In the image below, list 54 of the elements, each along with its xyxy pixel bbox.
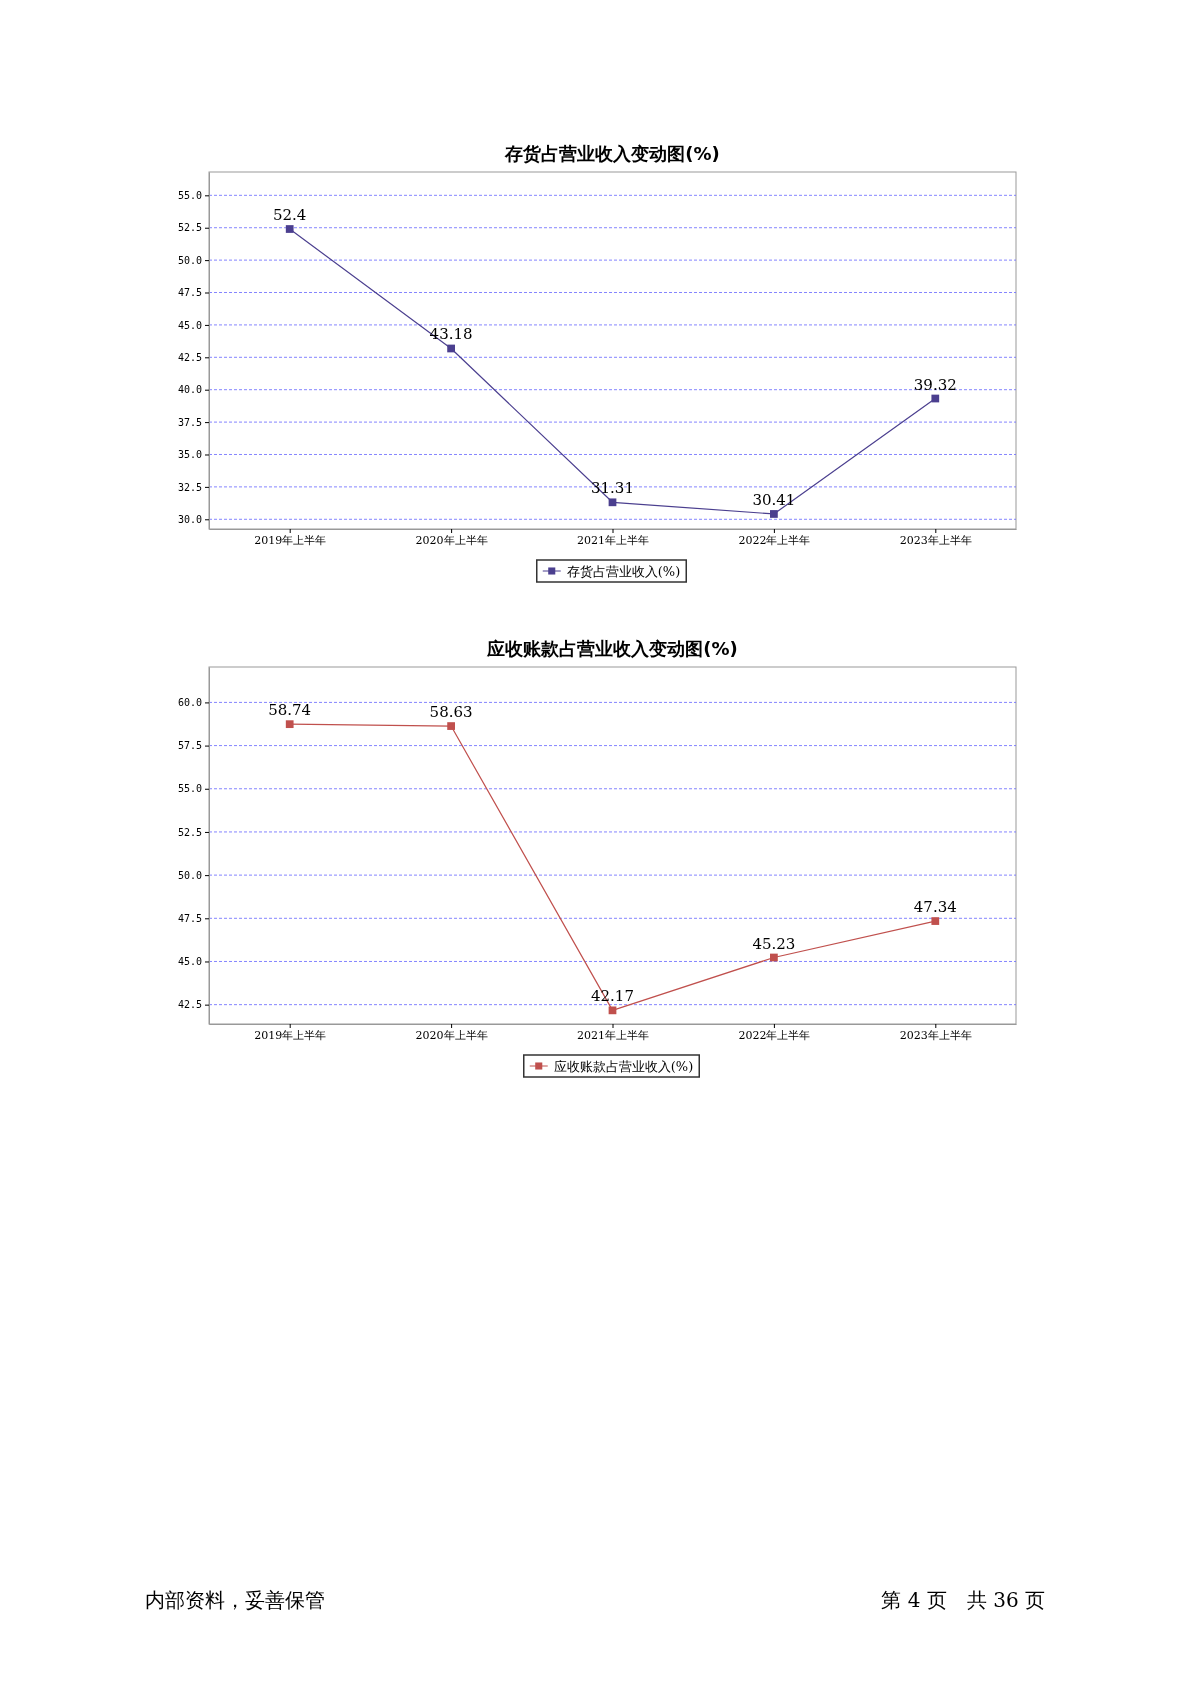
x-tick-label: 2020年上半年 bbox=[415, 1028, 488, 1042]
point bbox=[770, 953, 778, 962]
x-tick-label: 2019年上半年 bbox=[254, 1028, 327, 1042]
data-label: 39.32 bbox=[913, 375, 957, 394]
y-tick-label: 32.5 bbox=[177, 481, 202, 493]
data-label: 43.18 bbox=[429, 325, 473, 344]
y-tick-label: 45.0 bbox=[177, 956, 202, 968]
point bbox=[770, 510, 778, 518]
legend-label: 应收账款占营业收入(%) bbox=[553, 1059, 694, 1074]
y-tick-label: 55.0 bbox=[177, 190, 202, 202]
x-tick-label: 2022年上半年 bbox=[738, 533, 811, 547]
y-tick-label: 50.0 bbox=[177, 254, 202, 266]
data-label: 42.17 bbox=[591, 987, 634, 1006]
y-tick-label: 60.0 bbox=[177, 697, 202, 709]
text: 内部资料，妥善保管 bbox=[145, 1588, 325, 1612]
x-tick-label: 2021年上半年 bbox=[577, 533, 649, 547]
chart-title: 存货占营业收入变动图(%) bbox=[504, 143, 720, 164]
data-label: 47.34 bbox=[913, 898, 957, 917]
point bbox=[931, 917, 940, 925]
y-tick-label: 50.0 bbox=[177, 869, 202, 881]
point bbox=[931, 394, 940, 403]
data-label: 58.63 bbox=[429, 703, 473, 722]
y-tick-label: 30.0 bbox=[177, 513, 202, 525]
y-tick-label: 52.5 bbox=[177, 826, 202, 838]
y-tick-label: 40.0 bbox=[177, 384, 202, 396]
chart-title: 应收账款占营业收入变动图(%) bbox=[486, 638, 738, 659]
y-tick-label: 42.5 bbox=[177, 999, 202, 1011]
data-label: 45.23 bbox=[752, 934, 796, 953]
data-label: 52.4 bbox=[273, 206, 307, 225]
y-tick-label: 35.0 bbox=[177, 449, 202, 461]
y-tick-label: 47.5 bbox=[177, 287, 202, 299]
point bbox=[447, 722, 455, 730]
point bbox=[285, 720, 294, 729]
data-label: 30.41 bbox=[752, 490, 796, 509]
legend-label: 存货占营业收入(%) bbox=[566, 564, 681, 579]
text: 第 4 页 共 36 页 bbox=[881, 1588, 1045, 1612]
y-tick-label: 55.0 bbox=[177, 783, 202, 795]
y-tick-label: 37.5 bbox=[177, 416, 202, 428]
point bbox=[608, 1006, 617, 1015]
y-tick-label: 52.5 bbox=[177, 222, 202, 234]
y-tick-label: 42.5 bbox=[177, 352, 202, 363]
x-tick-label: 2022年上半年 bbox=[738, 1028, 811, 1042]
point bbox=[285, 225, 294, 233]
x-tick-label: 2023年上半年 bbox=[899, 1028, 972, 1042]
y-tick-label: 47.5 bbox=[177, 913, 202, 924]
y-tick-label: 45.0 bbox=[177, 319, 202, 331]
point bbox=[447, 344, 455, 353]
y-tick-label: 57.5 bbox=[177, 740, 202, 752]
point bbox=[608, 498, 617, 507]
x-tick-label: 2019年上半年 bbox=[254, 533, 327, 547]
data-label: 58.74 bbox=[268, 701, 312, 720]
x-tick-label: 2021年上半年 bbox=[577, 1028, 649, 1042]
x-tick-label: 2023年上半年 bbox=[899, 533, 972, 547]
x-tick-label: 2020年上半年 bbox=[415, 533, 488, 547]
